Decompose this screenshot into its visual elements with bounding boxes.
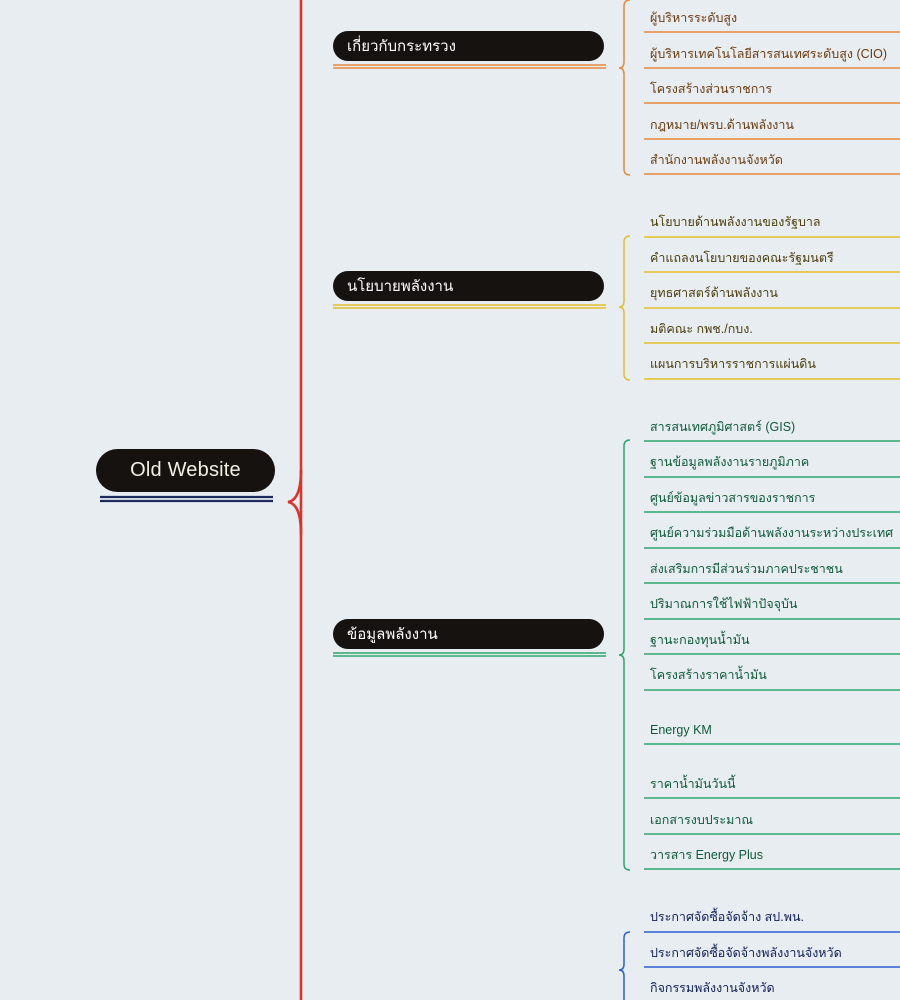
leaf-item[interactable]: ศูนย์ความร่วมมือด้านพลังงานระหว่างประเทศ [650, 526, 894, 540]
leaf-item[interactable]: ศูนย์ข้อมูลข่าวสารของราชการ [650, 491, 816, 505]
leaf-item[interactable]: โครงสร้างราคาน้ำมัน [650, 668, 767, 682]
branch-brace [618, 0, 631, 176]
leaf-item[interactable]: ผู้บริหารเทคโนโลยีสารสนเทศระดับสูง (CIO) [650, 47, 887, 61]
leaf-item[interactable]: ประกาศจัดซื้อจัดจ้างพลังงานจังหวัด [650, 946, 842, 960]
branch-node-about-ministry[interactable]: เกี่ยวกับกระทรวง [333, 31, 604, 61]
branch-node-label: นโยบายพลังงาน [347, 278, 454, 295]
leaf-item[interactable]: Energy KM [650, 723, 712, 737]
root-node-label: Old Website [130, 459, 241, 481]
leaf-item[interactable]: โครงสร้างส่วนราชการ [650, 82, 773, 96]
branch-brace [618, 931, 631, 1000]
leaf-item[interactable]: เอกสารงบประมาณ [650, 813, 753, 827]
root-brace [287, 469, 303, 535]
leaf-item[interactable]: สารสนเทศภูมิศาสตร์ (GIS) [650, 420, 796, 434]
branch-node-energy-policy[interactable]: นโยบายพลังงาน [333, 271, 604, 301]
leaf-item[interactable]: แผนการบริหารราชการแผ่นดิน [650, 357, 816, 371]
leaf-item[interactable]: วารสาร Energy Plus [650, 848, 763, 862]
leaf-item[interactable]: นโยบายด้านพลังงานของรัฐบาล [650, 215, 821, 229]
leaf-item[interactable]: ส่งเสริมการมีส่วนร่วมภาคประชาชน [650, 562, 843, 576]
leaf-item[interactable]: ราคาน้ำมันวันนี้ [650, 777, 736, 791]
leaf-item[interactable]: ประกาศจัดซื้อจัดจ้าง สป.พน. [650, 910, 804, 924]
leaf-item[interactable]: ผู้บริหารระดับสูง [650, 11, 738, 25]
leaf-item[interactable]: ปริมาณการใช้ไฟฟ้าปัจจุบัน [650, 597, 798, 611]
branch-brace [618, 235, 631, 381]
branch-node-energy-data[interactable]: ข้อมูลพลังงาน [333, 619, 604, 649]
leaf-item[interactable]: กฎหมาย/พรบ.ด้านพลังงาน [650, 118, 794, 132]
leaf-item[interactable]: ยุทธศาสตร์ด้านพลังงาน [650, 286, 778, 300]
leaf-item[interactable]: ฐานข้อมูลพลังงานรายภูมิภาค [650, 455, 810, 469]
branch-node-label: ข้อมูลพลังงาน [347, 626, 438, 643]
leaf-item[interactable]: ฐานะกองทุนน้ำมัน [650, 633, 750, 647]
branch-brace [618, 439, 631, 871]
branch-node-label: เกี่ยวกับกระทรวง [347, 38, 456, 55]
leaf-item[interactable]: กิจกรรมพลังงานจังหวัด [650, 981, 775, 995]
leaf-item[interactable]: มติคณะ กพช./กบง. [650, 322, 753, 336]
root-node[interactable]: Old Website [96, 449, 275, 492]
leaf-item[interactable]: สำนักงานพลังงานจังหวัด [650, 153, 783, 167]
leaf-item[interactable]: คำแถลงนโยบายของคณะรัฐมนตรี [650, 251, 834, 265]
